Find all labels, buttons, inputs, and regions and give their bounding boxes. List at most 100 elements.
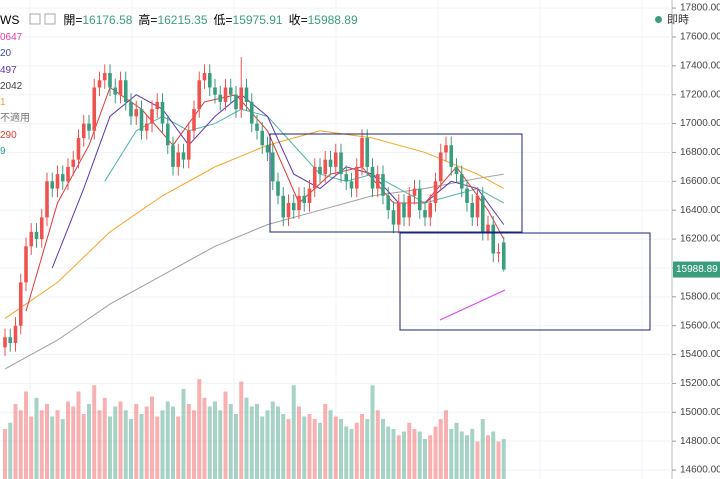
volume-bar bbox=[386, 426, 391, 479]
ohlc-label: 低= bbox=[213, 13, 233, 27]
volume-bar bbox=[139, 414, 144, 479]
volume-bar bbox=[270, 401, 275, 479]
candle-body bbox=[160, 101, 165, 124]
candle-body bbox=[417, 188, 422, 211]
realtime-status: 即時 bbox=[655, 11, 689, 27]
volume-bar bbox=[50, 416, 55, 479]
candle-body bbox=[438, 152, 443, 182]
volume-bar bbox=[71, 406, 76, 479]
candle-body bbox=[34, 231, 39, 240]
volume-bar bbox=[160, 410, 165, 479]
y-tick-label: 15400.00 bbox=[680, 349, 720, 360]
candle-body bbox=[491, 224, 496, 254]
ohlc-value: 16176.58 bbox=[82, 13, 133, 27]
volume-bar bbox=[249, 406, 254, 479]
y-tick-label: 15200.00 bbox=[680, 378, 720, 389]
y-tick-label: 17600.00 bbox=[680, 32, 720, 43]
volume-bar bbox=[123, 410, 128, 479]
drawing-line bbox=[439, 289, 506, 321]
ohlc-header: WS 開=16176.58 高=16215.35 低=15975.91 收=15988.… bbox=[0, 11, 364, 28]
y-tick-label: 14800.00 bbox=[680, 436, 720, 447]
candle-body bbox=[234, 94, 238, 110]
volume-bar bbox=[501, 439, 506, 479]
volume-bar bbox=[365, 419, 370, 479]
volume-bar bbox=[276, 406, 280, 479]
candle-body bbox=[281, 195, 286, 218]
legend-entry: 497 bbox=[0, 64, 17, 76]
candle-body bbox=[365, 138, 370, 167]
volume-bar bbox=[286, 419, 291, 479]
volume-bar bbox=[13, 404, 18, 479]
volume-bar bbox=[45, 404, 49, 479]
ohlc-value: 15988.89 bbox=[307, 13, 358, 27]
candle-body bbox=[475, 195, 480, 218]
candle-body bbox=[92, 87, 97, 131]
candle-body bbox=[18, 282, 23, 326]
hide-icon[interactable] bbox=[44, 13, 56, 25]
volume-bar bbox=[302, 416, 307, 479]
volume-bar bbox=[97, 410, 102, 479]
candle-body bbox=[486, 224, 490, 232]
candle-body bbox=[118, 80, 123, 95]
volume-bar bbox=[323, 404, 328, 479]
volume-bar bbox=[370, 385, 375, 479]
volume-bar bbox=[66, 401, 70, 479]
volume-bar bbox=[396, 435, 401, 479]
candle-body bbox=[291, 202, 296, 211]
candle-body bbox=[87, 123, 91, 131]
candle-body bbox=[449, 145, 454, 167]
y-tick-label: 14600.00 bbox=[680, 465, 720, 476]
volume-bar bbox=[129, 419, 133, 479]
candle-body bbox=[239, 87, 244, 110]
volume-bar bbox=[491, 431, 496, 479]
volume-bar bbox=[459, 431, 464, 479]
candle-body bbox=[454, 166, 459, 175]
candle-body bbox=[13, 325, 18, 344]
candle-body bbox=[76, 138, 81, 160]
volume-bar bbox=[87, 404, 91, 479]
volume-bar bbox=[92, 385, 97, 479]
volume-bar bbox=[412, 429, 417, 479]
candle-body bbox=[265, 145, 270, 153]
candle-body bbox=[213, 87, 217, 95]
volume-bar bbox=[428, 435, 433, 479]
moving-average bbox=[51, 94, 505, 269]
volume-bar bbox=[423, 439, 427, 479]
volume-bar bbox=[81, 414, 86, 479]
legend-entry: 0647 bbox=[0, 32, 23, 43]
volume-bar bbox=[391, 429, 396, 479]
settings-icon[interactable] bbox=[29, 13, 41, 25]
candle-body bbox=[218, 94, 223, 102]
volume-bar bbox=[18, 410, 23, 479]
candle-body bbox=[192, 109, 196, 131]
last-price-label: 15988.89 bbox=[676, 264, 718, 275]
volume-bar bbox=[155, 416, 160, 479]
volume-bar bbox=[496, 441, 501, 479]
candle-body bbox=[29, 231, 34, 247]
volume-bar bbox=[480, 419, 485, 479]
candle-body bbox=[24, 246, 28, 283]
candle-body bbox=[349, 181, 354, 189]
candle-body bbox=[318, 166, 322, 175]
candle-body bbox=[444, 145, 448, 153]
y-tick-label: 15800.00 bbox=[680, 291, 720, 302]
candle-body bbox=[307, 188, 312, 203]
candle-body bbox=[428, 202, 433, 218]
moving-average bbox=[104, 108, 504, 204]
candle-body bbox=[276, 181, 280, 196]
y-tick-label: 17200.00 bbox=[680, 89, 720, 100]
volume-bar bbox=[144, 406, 149, 479]
volume-bar bbox=[260, 416, 265, 479]
y-tick-label: 17000.00 bbox=[680, 118, 720, 129]
volume-bar bbox=[76, 391, 81, 479]
volume-bar bbox=[108, 416, 112, 479]
y-tick-label: 15000.00 bbox=[680, 407, 720, 418]
candle-body bbox=[39, 217, 44, 240]
volume-bar bbox=[202, 397, 207, 479]
candle-body bbox=[496, 252, 501, 254]
y-tick-label: 16800.00 bbox=[680, 147, 720, 158]
candle-body bbox=[108, 73, 112, 88]
candle-body bbox=[176, 152, 181, 167]
volume-bar bbox=[307, 414, 312, 479]
candle-body bbox=[139, 109, 144, 131]
